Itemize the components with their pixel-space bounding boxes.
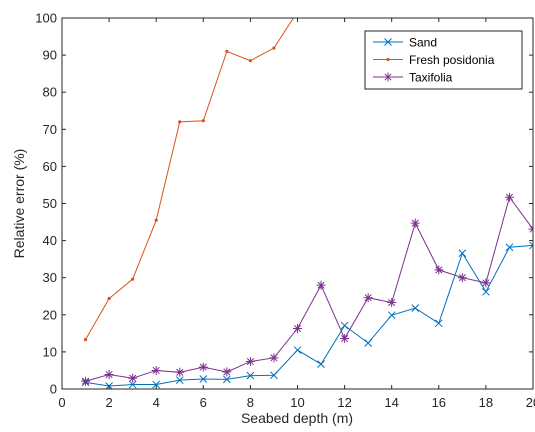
data-point-sand — [411, 304, 420, 312]
x-tick-label: 10 — [290, 395, 304, 410]
data-point-fresh-posidonia — [319, 2, 322, 5]
data-point-taxifolia — [269, 353, 279, 363]
data-point-sand — [434, 319, 443, 328]
y-tick-label: 0 — [50, 382, 57, 397]
x-tick-label: 4 — [153, 395, 160, 410]
x-axis-label: Seabed depth (m) — [241, 410, 353, 426]
data-point-fresh-posidonia — [201, 119, 205, 123]
data-point-fresh-posidonia — [154, 218, 158, 222]
series-line-sand — [85, 244, 533, 387]
data-point-sand — [175, 376, 184, 384]
data-point-fresh-posidonia — [178, 120, 182, 124]
y-tick-label: 60 — [43, 159, 57, 174]
data-point-sand — [293, 346, 302, 354]
x-tick-label: 12 — [337, 395, 351, 410]
legend-label-taxifolia: Taxifolia — [409, 71, 453, 85]
y-tick-label: 20 — [43, 307, 57, 322]
x-tick-label: 14 — [384, 395, 398, 410]
data-point-taxifolia — [387, 298, 397, 308]
data-point-taxifolia — [151, 365, 161, 375]
legend-marker-sand — [384, 38, 392, 46]
data-point-sand — [199, 375, 208, 383]
y-tick-label: 10 — [43, 344, 57, 359]
legend: Sand Fresh posidonia Taxifolia — [364, 30, 523, 90]
data-point-fresh-posidonia — [83, 338, 88, 342]
x-tick-label: 0 — [58, 395, 65, 410]
data-point-taxifolia — [457, 273, 467, 283]
data-point-taxifolia — [410, 218, 420, 228]
series-taxifolia — [81, 192, 533, 386]
data-point-fresh-posidonia — [272, 46, 276, 50]
data-point-sand — [340, 321, 349, 330]
data-point-taxifolia — [222, 367, 232, 377]
legend-marker-fresh-posidonia — [386, 57, 390, 62]
y-tick-label: 50 — [43, 196, 57, 211]
x-tick-label: 8 — [247, 395, 254, 410]
data-point-fresh-posidonia — [225, 49, 229, 53]
data-point-sand — [387, 311, 396, 320]
data-point-sand — [364, 339, 373, 347]
data-point-sand — [505, 243, 514, 252]
data-point-taxifolia — [245, 357, 255, 367]
y-tick-label: 90 — [43, 48, 57, 63]
data-point-taxifolia — [104, 370, 114, 380]
legend-marker-taxifolia — [383, 72, 393, 82]
x-tick-label: 20 — [526, 395, 535, 410]
data-point-fresh-posidonia — [107, 296, 111, 301]
data-point-taxifolia — [316, 280, 326, 290]
data-point-fresh-posidonia — [131, 277, 135, 281]
data-point-sand — [152, 380, 161, 389]
data-point-fresh-posidonia — [296, 10, 299, 13]
data-point-sand — [270, 371, 278, 380]
axes-layer: 0 2 4 6 8 10 12 14 16 18 20 0 10 20 30 40 50 60 70 80 90 100 — [35, 11, 535, 411]
data-point-taxifolia — [504, 192, 514, 202]
series-fresh-posidonia — [83, 2, 322, 342]
data-point-taxifolia — [293, 324, 302, 334]
data-point-sand — [458, 249, 467, 258]
data-point-taxifolia — [198, 362, 208, 372]
y-tick-label: 40 — [43, 233, 57, 248]
x-tick-label: 16 — [432, 395, 446, 410]
y-tick-label: 30 — [43, 270, 57, 285]
data-point-sand — [128, 380, 137, 389]
data-point-sand — [317, 360, 325, 368]
series-layer — [81, 2, 533, 389]
data-point-sand — [222, 375, 231, 384]
x-tick-label: 18 — [479, 395, 493, 410]
y-axis-label: Relative error (%) — [11, 149, 27, 259]
y-tick-label: 70 — [43, 122, 57, 137]
y-tick-label: 80 — [43, 85, 57, 100]
data-point-taxifolia — [175, 367, 185, 377]
data-point-sand — [482, 287, 490, 296]
legend-label-fresh-posidonia: Fresh posidonia — [409, 53, 495, 67]
data-point-taxifolia — [128, 373, 138, 383]
legend-label-sand: Sand — [409, 36, 437, 50]
data-point-sand — [246, 371, 255, 380]
data-point-taxifolia — [363, 293, 373, 303]
series-sand — [81, 241, 533, 389]
data-point-fresh-posidonia — [248, 59, 252, 63]
x-tick-label: 2 — [105, 395, 112, 410]
x-tick-label: 6 — [200, 395, 207, 410]
data-point-taxifolia — [481, 278, 491, 288]
data-point-taxifolia — [81, 376, 91, 386]
data-point-sand — [529, 241, 533, 250]
data-point-taxifolia — [340, 334, 350, 344]
data-point-taxifolia — [434, 265, 444, 275]
y-tick-label: 100 — [35, 11, 57, 26]
